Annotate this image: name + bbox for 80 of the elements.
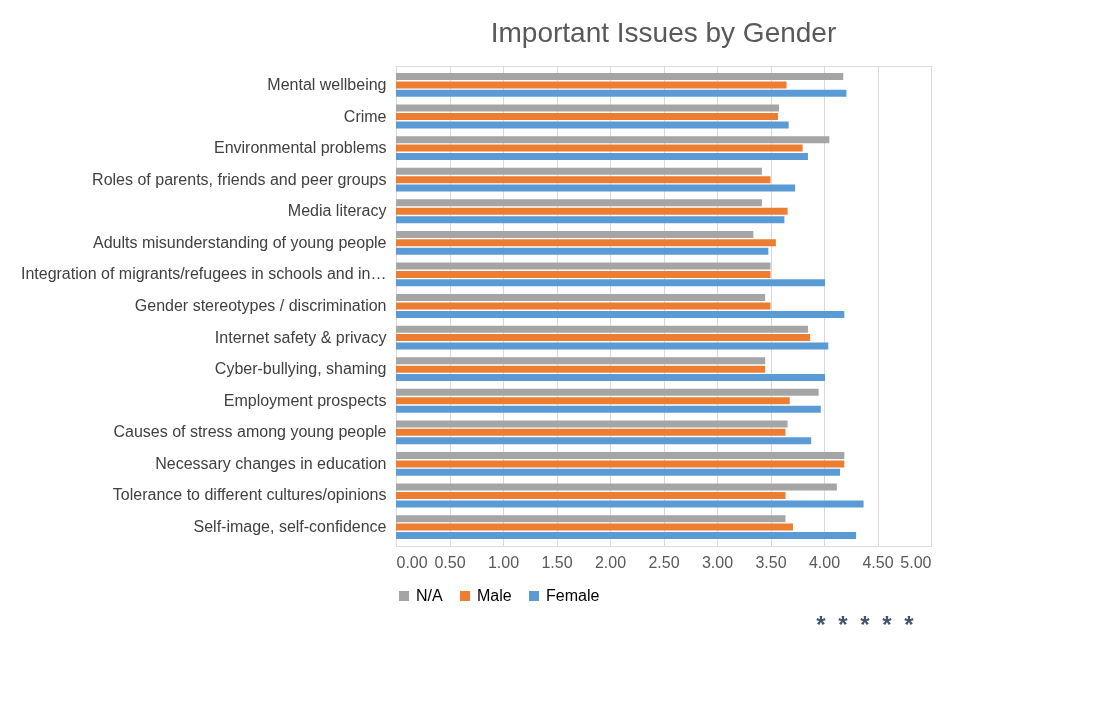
x-tick-label: 0.50	[434, 553, 466, 571]
bar	[396, 73, 844, 81]
bar	[396, 199, 762, 207]
bar	[396, 468, 841, 476]
bar	[396, 374, 826, 382]
y-tick-label: Gender stereotypes / discrimination	[134, 297, 387, 314]
y-tick-label: Environmental problems	[213, 139, 387, 157]
y-tick-label: Causes of stress among young people	[113, 423, 387, 441]
bar	[396, 294, 766, 302]
bar	[396, 483, 837, 491]
text: *	[882, 611, 893, 638]
y-tick-label: Cyber-bullying, shaming	[214, 360, 387, 378]
bar	[396, 136, 830, 144]
bar	[396, 334, 811, 342]
chart-title: Important Issues by Gender	[490, 17, 837, 48]
bar	[396, 104, 780, 112]
y-tick-label: Integration of migrants/refugees in schools and in…	[20, 265, 387, 283]
x-tick-label: 3.00	[701, 553, 734, 571]
bar	[396, 451, 845, 459]
bar	[396, 365, 766, 373]
y-tick-label: Internet safety & privacy	[214, 328, 387, 346]
bar	[396, 357, 766, 365]
text: *	[816, 611, 827, 638]
bar	[396, 216, 785, 224]
bar	[396, 167, 762, 175]
bar	[396, 121, 789, 129]
y-tick-label: Media literacy	[287, 202, 387, 220]
y-tick-label: Crime	[343, 107, 387, 125]
bar	[396, 176, 771, 184]
bar	[396, 460, 845, 468]
bar	[396, 279, 826, 287]
bar	[396, 81, 787, 89]
bar	[396, 531, 857, 539]
bar	[396, 342, 829, 350]
y-tick-label: Necessary changes in education	[155, 454, 387, 472]
x-tick-label: 2.50	[648, 553, 680, 571]
y-tick-label: Mental wellbeing	[267, 75, 387, 93]
bar	[396, 230, 754, 238]
bar	[396, 397, 790, 405]
bar	[396, 310, 845, 318]
y-tick-label: Roles of parents, friends and peer groups	[92, 170, 387, 188]
y-tick-label: Employment prospects	[223, 391, 387, 409]
x-tick-label: 0.00	[396, 553, 428, 571]
bar	[396, 437, 812, 445]
x-tick-label: 1.00	[487, 553, 520, 571]
bar	[396, 247, 769, 255]
y-tick-label: Self-image, self-confidence	[193, 518, 387, 536]
bar	[396, 113, 778, 121]
bar	[396, 144, 803, 152]
x-tick-label: 4.00	[808, 553, 841, 571]
legend-label: N/A	[416, 587, 443, 604]
bar	[396, 420, 788, 428]
text: *	[904, 611, 915, 638]
bar	[396, 523, 793, 531]
legend-label: Female	[546, 587, 600, 604]
y-tick-label: Tolerance to different cultures/opinions	[112, 486, 387, 504]
bar	[396, 500, 864, 508]
bar	[396, 89, 847, 97]
bar	[396, 239, 776, 247]
bar	[396, 302, 771, 310]
y-tick-label: Adults misunderstanding of young people	[92, 233, 387, 251]
bar	[396, 207, 788, 215]
bar	[396, 270, 771, 278]
x-tick-label: 4.50	[862, 553, 894, 571]
bar	[396, 491, 786, 499]
x-tick-label: 5.00	[900, 553, 932, 571]
bar	[396, 515, 786, 523]
bar	[396, 405, 821, 413]
legend-label: Male	[477, 587, 512, 604]
bar	[396, 388, 819, 396]
bar	[396, 262, 771, 270]
text: *	[838, 611, 849, 638]
bar	[396, 428, 786, 436]
x-tick-label: 1.50	[541, 553, 573, 571]
bar	[396, 184, 796, 192]
bar	[396, 325, 808, 333]
text: *	[860, 611, 871, 638]
bar	[396, 153, 808, 161]
x-tick-label: 2.00	[594, 553, 627, 571]
x-tick-label: 3.50	[755, 553, 787, 571]
